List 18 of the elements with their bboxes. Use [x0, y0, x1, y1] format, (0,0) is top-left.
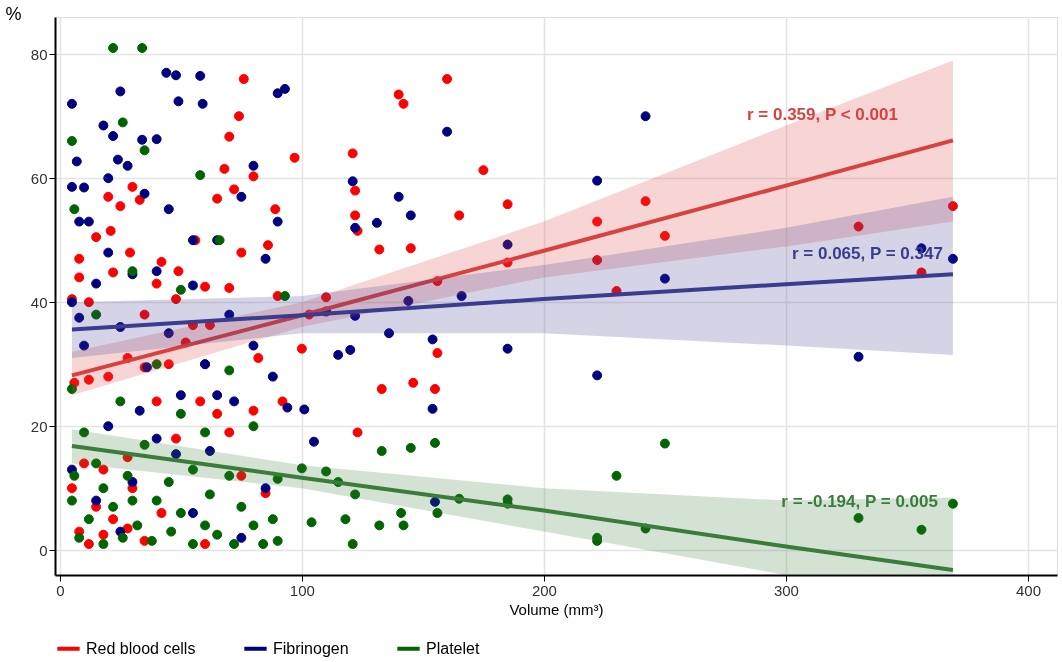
x-tick-label: 400	[1015, 581, 1041, 599]
x-tick-label: 0	[56, 581, 65, 599]
x-axis-title: Volume (mm³)	[509, 600, 604, 618]
y-tick-label: 20	[30, 417, 48, 435]
annotation: r = -0.194, P = 0.005	[781, 492, 938, 512]
y-tick-label: 40	[30, 293, 48, 311]
line-series	[69, 272, 955, 332]
y-axis-title: %	[5, 3, 22, 24]
x-tick-label: 300	[773, 581, 799, 599]
legend-label: Red blood cells	[86, 639, 196, 657]
legend-label: Platelet	[426, 639, 480, 657]
y-tick-label: 0	[39, 541, 48, 559]
x-tick-label: 100	[289, 581, 315, 599]
x-tick-label: 200	[531, 581, 557, 599]
annotation: r = 0.359, P < 0.001	[746, 105, 898, 125]
legend-label: Fibrinogen	[273, 639, 349, 657]
y-tick-label: 80	[30, 45, 48, 63]
y-tick-label: 60	[30, 169, 48, 187]
